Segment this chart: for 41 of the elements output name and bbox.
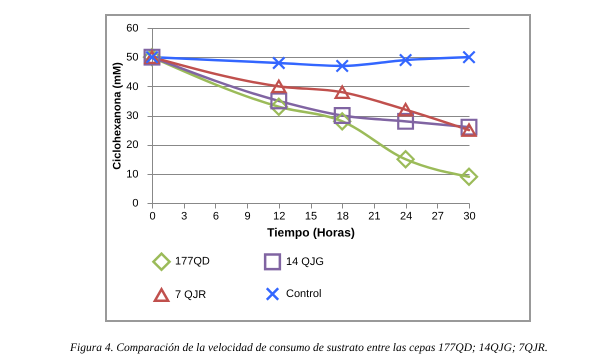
x-axis-title: Tiempo (Horas) [267, 226, 355, 240]
x-tick-label: 21 [368, 210, 381, 222]
point [334, 85, 350, 99]
x-tick-label: 18 [336, 210, 349, 222]
point [270, 92, 288, 110]
point [396, 150, 415, 168]
y-tick-label: 50 [126, 52, 138, 64]
x-tick-label: 9 [244, 210, 251, 222]
y-tick-label: 40 [126, 80, 138, 93]
y-tick-label: 0 [132, 198, 138, 210]
y-tick-label: 30 [126, 110, 138, 122]
point [460, 118, 478, 136]
x-tick-label: 3 [181, 210, 188, 222]
y-tick-label: 60 [126, 22, 138, 34]
legend-label: 14 QJG [286, 256, 324, 268]
x-tick-label: 30 [463, 210, 476, 222]
point [272, 56, 286, 70]
point [397, 112, 414, 130]
legend-label: 7 QJR [175, 289, 206, 301]
y-tick-label: 20 [126, 139, 138, 152]
x-tick-label: 6 [212, 210, 219, 222]
point [460, 168, 478, 186]
x-tick-label: 0 [149, 210, 156, 222]
text: Figura 4. Comparación de la velocidad de consumo de sustrato entre las cepas 177QD; 14QJG; 7QJR. [70, 342, 548, 354]
point [334, 107, 351, 124]
x-tick-label: 15 [304, 210, 318, 222]
point [270, 98, 288, 116]
legend-label: 177QD [175, 256, 210, 268]
point [398, 102, 414, 116]
point [461, 123, 477, 137]
x-tick-label: 12 [273, 210, 286, 222]
y-tick-label: 10 [126, 168, 138, 180]
y-axis-title: Ciclohexanona (mM) [111, 62, 124, 170]
point [462, 50, 476, 64]
point [398, 53, 412, 67]
legend-label: Control [286, 288, 322, 300]
point [335, 59, 349, 73]
point [271, 80, 286, 94]
x-tick-label: 27 [432, 210, 444, 222]
point [333, 112, 352, 130]
x-tick-label: 24 [400, 210, 412, 222]
